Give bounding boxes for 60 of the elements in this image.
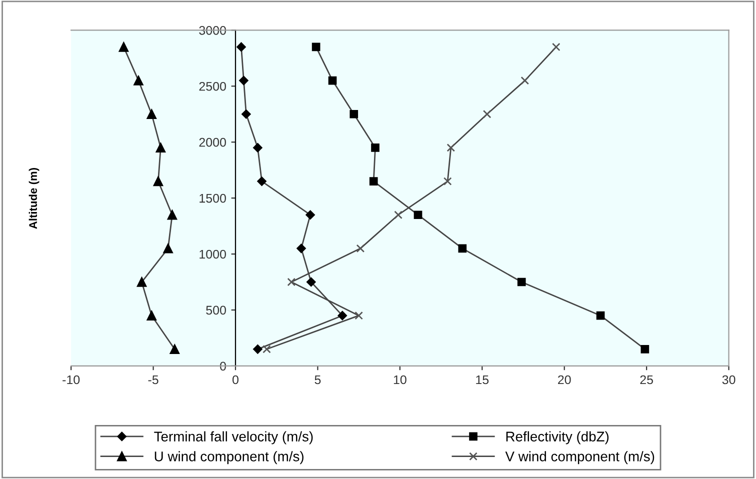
point — [242, 110, 251, 119]
point — [350, 110, 358, 118]
point — [253, 143, 262, 152]
x-tick-label: 20 — [558, 375, 571, 384]
point — [458, 244, 467, 253]
legend-label: Reflectivity (dbZ) — [506, 431, 609, 444]
x-tick-label: -10 — [62, 375, 80, 384]
point — [306, 210, 315, 220]
point — [239, 76, 248, 86]
point — [414, 210, 422, 220]
x-tick-label: 25 — [640, 375, 653, 384]
point — [153, 176, 164, 186]
legend-label: V wind component (m/s) — [505, 451, 654, 464]
y-axis-title: Altitude (m) — [28, 168, 40, 229]
x-tick-label: 30 — [722, 375, 736, 384]
x-tick-label: 15 — [476, 375, 489, 384]
point — [482, 110, 492, 118]
x-tick-label: 10 — [394, 375, 406, 384]
point — [136, 277, 147, 287]
point — [446, 144, 456, 152]
point — [371, 144, 380, 152]
point — [163, 244, 173, 254]
point — [356, 244, 365, 253]
point — [552, 42, 560, 52]
point — [312, 42, 320, 52]
point — [257, 176, 266, 186]
point — [328, 76, 337, 85]
point — [287, 278, 296, 286]
point — [369, 177, 378, 186]
y-tick-label: 2500 — [199, 82, 226, 91]
point — [520, 76, 530, 85]
point — [262, 345, 271, 354]
point — [236, 42, 246, 52]
y-tick-label: 1500 — [200, 194, 226, 203]
x-tick-label: -5 — [148, 375, 158, 384]
point — [134, 76, 144, 86]
point — [170, 344, 180, 354]
point — [146, 310, 156, 320]
point — [354, 311, 363, 320]
point — [156, 142, 166, 153]
point — [443, 177, 452, 186]
point — [596, 311, 605, 320]
point — [296, 244, 306, 254]
y-tick-label: 3000 — [199, 26, 226, 35]
point — [146, 109, 156, 119]
point — [640, 345, 650, 354]
x-tick-label: 0 — [232, 375, 238, 384]
y-tick-label: 500 — [206, 306, 226, 315]
point — [338, 310, 347, 320]
point — [394, 210, 402, 220]
y-tick-label: 2000 — [199, 138, 226, 147]
point — [253, 344, 262, 354]
x-tick-label: 5 — [314, 375, 321, 384]
point — [118, 42, 129, 52]
point — [306, 277, 316, 287]
legend-label: Terminal fall velocity (m/s) — [154, 431, 313, 444]
legend-label: U wind component (m/s) — [154, 451, 304, 464]
point — [517, 278, 526, 286]
y-tick-label: 1000 — [200, 250, 226, 259]
point — [167, 210, 178, 220]
